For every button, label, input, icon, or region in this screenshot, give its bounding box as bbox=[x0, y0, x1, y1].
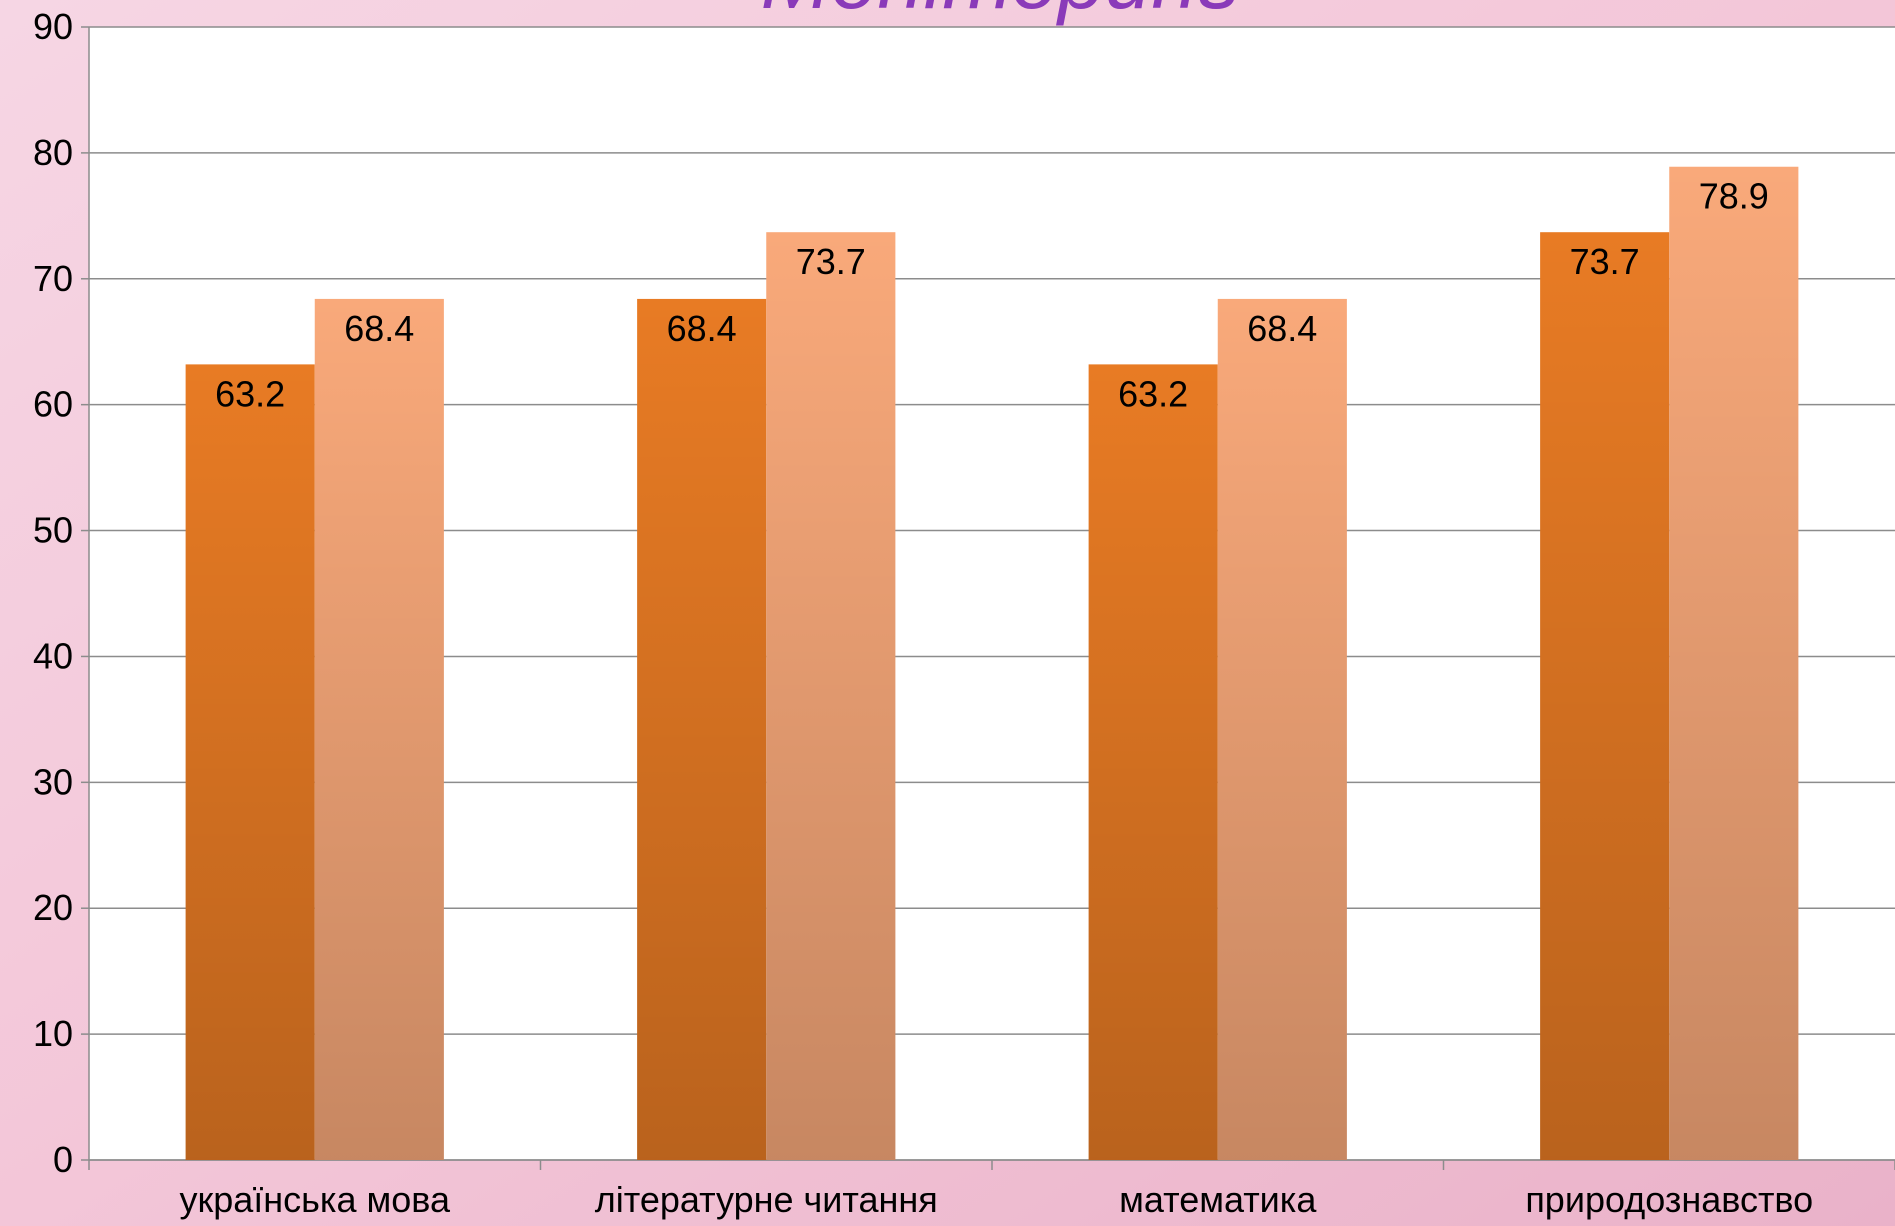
y-tick-label: 60 bbox=[33, 384, 73, 425]
y-tick-label: 80 bbox=[33, 132, 73, 173]
data-label: 78.9 bbox=[1699, 176, 1769, 217]
bar-shade bbox=[1089, 364, 1218, 1160]
y-tick-label: 70 bbox=[33, 258, 73, 299]
y-tick-label: 10 bbox=[33, 1013, 73, 1054]
bar-shade bbox=[1218, 299, 1347, 1160]
y-tick-label: 0 bbox=[53, 1139, 73, 1180]
data-label: 73.7 bbox=[796, 241, 866, 282]
data-label: 73.7 bbox=[1570, 241, 1640, 282]
x-tick-label: математика bbox=[1119, 1179, 1317, 1220]
data-label: 68.4 bbox=[1247, 308, 1317, 349]
x-tick-label: літературне читання bbox=[595, 1179, 938, 1220]
x-tick-label: українська мова bbox=[179, 1179, 450, 1220]
data-label: 63.2 bbox=[1118, 373, 1188, 414]
data-label: 63.2 bbox=[215, 373, 285, 414]
bar-shade bbox=[186, 364, 315, 1160]
bar-shade bbox=[1669, 167, 1798, 1160]
bar-shade bbox=[637, 299, 766, 1160]
bar-shade bbox=[315, 299, 444, 1160]
x-tick-label: природознавство bbox=[1525, 1179, 1813, 1220]
bar-shade bbox=[766, 232, 895, 1160]
data-label: 68.4 bbox=[344, 308, 414, 349]
bar-shade bbox=[1540, 232, 1669, 1160]
chart-title: Моніторинг bbox=[761, 0, 1239, 26]
y-tick-label: 20 bbox=[33, 887, 73, 928]
y-tick-label: 90 bbox=[33, 6, 73, 47]
y-tick-label: 30 bbox=[33, 761, 73, 802]
chart: Моніторинг 0 10 20 30 40 50 60 70 80 90 українська… bbox=[0, 0, 1895, 1226]
data-label: 68.4 bbox=[667, 308, 737, 349]
y-tick-label: 50 bbox=[33, 510, 73, 551]
y-tick-label: 40 bbox=[33, 635, 73, 676]
